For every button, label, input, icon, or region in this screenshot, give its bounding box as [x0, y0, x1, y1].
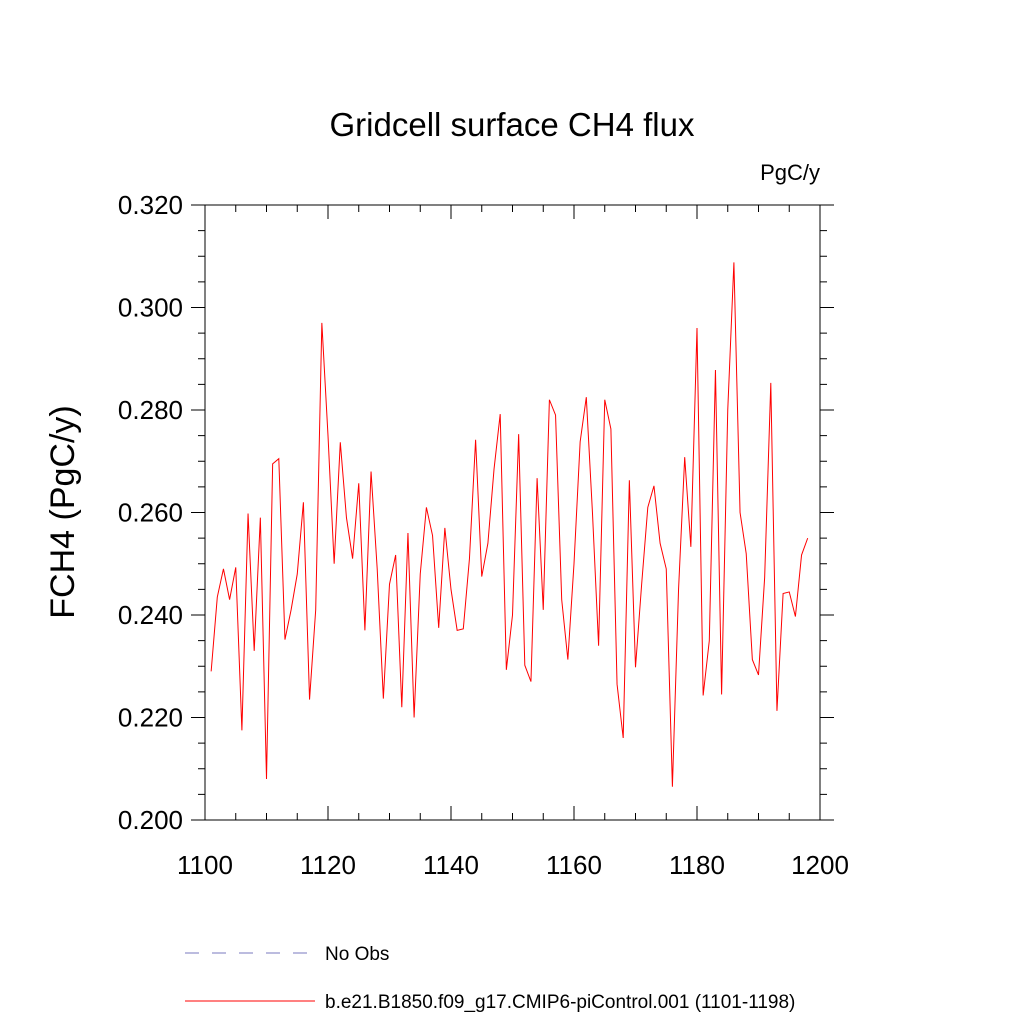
axis-tick-labels: 1100 1120 1140 1160 1180 1200 0.200 0.220 0.240 0… [118, 190, 849, 880]
chart-title: Gridcell surface CH4 flux [330, 106, 695, 143]
axis-ticks [191, 204, 834, 821]
units-label: PgC/y [760, 160, 820, 185]
x-tick-label: 1200 [791, 850, 849, 880]
series-group [210, 262, 809, 787]
y-tick-label: 0.320 [118, 190, 183, 220]
x-tick-label: 1160 [546, 850, 602, 880]
y-axis-label: FCH4 (PgC/y) [44, 405, 82, 618]
x-tick-label: 1120 [300, 850, 356, 880]
x-tick-label: 1140 [423, 850, 479, 880]
y-tick-label: 0.300 [118, 293, 183, 323]
y-tick-label: 0.200 [118, 805, 183, 835]
legend-label-no-obs: No Obs [325, 944, 389, 965]
x-tick-label: 1180 [669, 850, 725, 880]
series-line-picontrol [210, 262, 809, 787]
y-tick-label: 0.240 [118, 600, 183, 630]
y-tick-label: 0.260 [118, 498, 183, 528]
y-tick-label: 0.280 [118, 395, 183, 425]
x-tick-label: 1100 [177, 850, 233, 880]
legend: No Obs b.e21.B1850.f09_g17.CMIP6-piContr… [185, 944, 795, 1013]
y-tick-label: 0.220 [118, 703, 183, 733]
plot-frame [204, 204, 821, 821]
legend-label-picontrol: b.e21.B1850.f09_g17.CMIP6-piControl.001 … [325, 992, 795, 1013]
